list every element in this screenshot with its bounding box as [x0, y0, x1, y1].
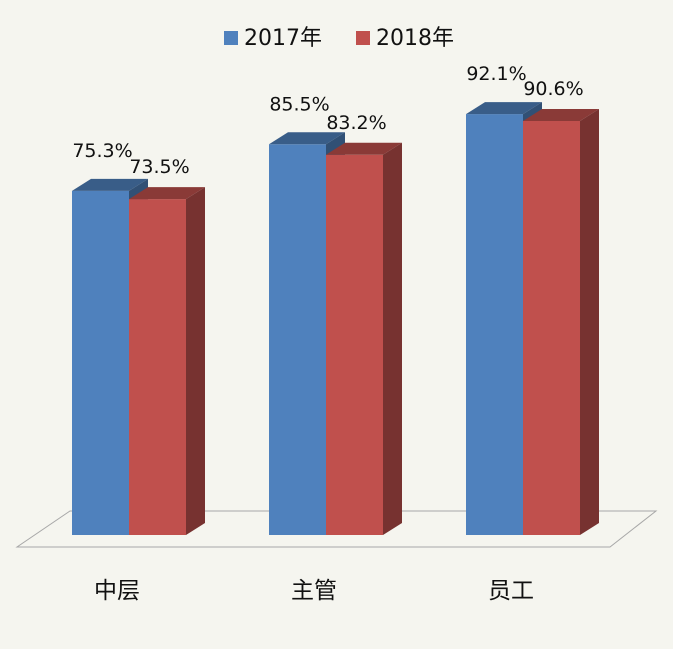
bar-2-2 — [326, 142, 402, 535]
data-label-2-1: 73.5% — [129, 156, 189, 178]
category-labels: 中层 主管 员工 — [94, 578, 534, 604]
data-label-1-2: 85.5% — [269, 93, 329, 115]
bar-2-3 — [523, 108, 599, 535]
data-label-1-3: 92.1% — [466, 63, 526, 85]
data-labels: 75.3%73.5% 85.5%83.2% 92.1%90.6% — [72, 63, 583, 178]
legend-label-2: 2018年 — [376, 26, 454, 51]
legend-swatch-1 — [224, 31, 238, 45]
bar-2-1 — [129, 187, 205, 536]
data-label-2-2: 83.2% — [326, 112, 386, 134]
data-label-2-3: 90.6% — [523, 78, 583, 100]
data-label-1-1: 75.3% — [72, 140, 132, 162]
category-label-2: 主管 — [291, 578, 337, 604]
category-label-3: 员工 — [488, 578, 534, 604]
legend: 2017年 2018年 — [224, 26, 454, 51]
category-label-1: 中层 — [94, 578, 140, 604]
legend-label-1: 2017年 — [244, 26, 322, 51]
legend-swatch-2 — [356, 31, 370, 45]
bars — [72, 102, 599, 536]
